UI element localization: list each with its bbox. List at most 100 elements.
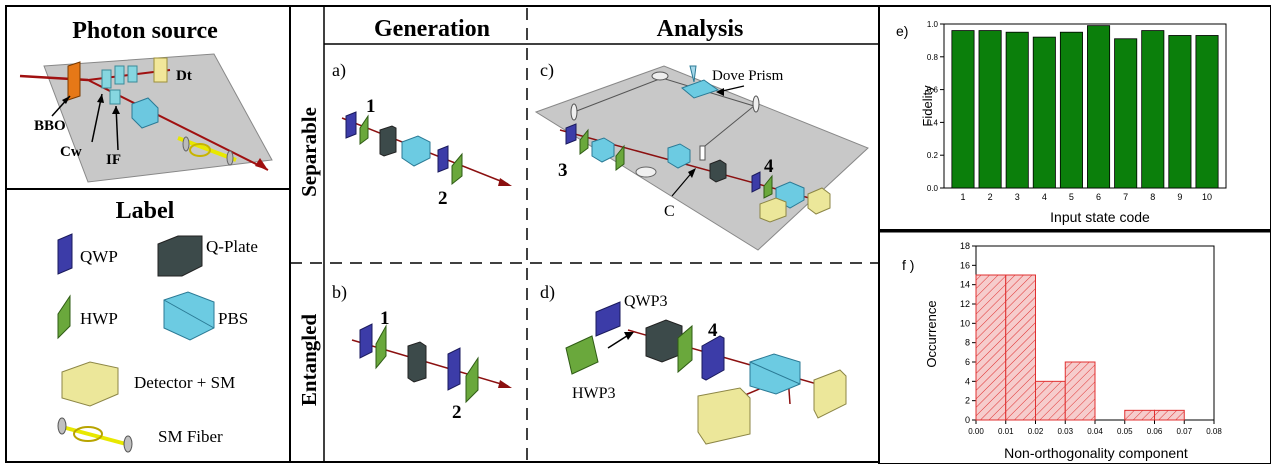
fiber-coupler-icon (182, 136, 190, 152)
chart-e-bar (1087, 25, 1111, 189)
chart-e-bar (1059, 31, 1083, 189)
chart-f-x-tick-label: 0.05 (1117, 427, 1133, 436)
dt-label: Dt (176, 68, 192, 84)
chart-f-x-tick-label: 0.01 (998, 427, 1014, 436)
panel-c-qplate-icon (709, 159, 727, 183)
chart-f-panel-label: f ) (902, 257, 914, 273)
chart-f-x-axis-label: Non-orthogonality component (1004, 445, 1188, 461)
chart-e-x-tick-label: 10 (1202, 192, 1212, 202)
panel-c-marker-4: 4 (764, 156, 774, 177)
chart-f: f ) Occurrence Non-orthogonality compone… (902, 241, 1222, 461)
chart-e-x-tick-label: 3 (1015, 192, 1020, 202)
chart-e-bar (1005, 31, 1029, 189)
cw-plate-icon (101, 69, 112, 89)
chart-f-y-tick-label: 2 (965, 396, 970, 406)
panel-c-lens-icon (635, 166, 657, 178)
panel-d-qwp-icon (701, 335, 725, 381)
chart-f-bar (1124, 409, 1155, 421)
chart-f-x-tick-label: 0.00 (968, 427, 984, 436)
dove-prism-icon (681, 79, 720, 99)
chart-e-x-tick-label: 6 (1096, 192, 1101, 202)
panel-b-qwp-icon (359, 323, 373, 359)
chart-f-y-tick-label: 4 (965, 376, 970, 386)
qplate-legend-label: Q-Plate (206, 237, 258, 256)
panel-c-mirror-3-icon (752, 95, 760, 113)
fiber-legend-coupler-2-icon (123, 435, 133, 453)
panel-d-detector-2-icon (813, 369, 847, 419)
chart-f-y-tick-label: 12 (960, 299, 970, 309)
fiber-legend-coil-icon (73, 426, 103, 442)
panel-b-hwp-icon (375, 324, 387, 370)
chart-f-y-tick-label: 18 (960, 241, 970, 251)
chart-f-y-tick-label: 16 (960, 260, 970, 270)
panel-b-beam (351, 339, 509, 387)
panel-a-marker-2: 2 (438, 188, 448, 209)
panel-a-marker-1: 1 (366, 96, 376, 117)
panel-c-hwp-icon (579, 128, 589, 155)
chart-f-y-tick-label: 6 (965, 357, 970, 367)
chart-e-bar (1114, 38, 1138, 189)
dove-prism-beam-icon (689, 65, 697, 83)
chart-e-x-tick-label: 8 (1150, 192, 1155, 202)
panel-d-hwp-icon (677, 324, 693, 374)
panel-c-hwp2-icon (615, 144, 625, 171)
panel-c-compensator-icon (699, 145, 706, 161)
chart-e-bar (1032, 36, 1056, 189)
bbo-crystal-icon (67, 61, 81, 101)
chart-f-y-axis-label: Occurrence (924, 300, 939, 367)
chart-f-bar (1035, 380, 1066, 421)
chart-e-bar (951, 30, 975, 189)
panel-c-mirror-2-icon (651, 71, 669, 81)
chart-f-x-tick-label: 0.02 (1028, 427, 1044, 436)
qwp-icon (57, 233, 73, 275)
panel-a-qwp-icon (345, 111, 357, 139)
panel-c-hwp3-icon (763, 174, 773, 199)
chart-f-x-tick-label: 0.03 (1057, 427, 1073, 436)
panel-a-tag: a) (332, 60, 346, 81)
panel-c-qwp2-icon (751, 171, 761, 193)
panel-d-pbs-icon (749, 353, 801, 395)
panel-a-qwp2-icon (437, 145, 449, 173)
pbs-icon (163, 291, 215, 341)
panel-c-mirror-1-icon (570, 103, 578, 121)
panel-b-beam-arrow (498, 380, 512, 388)
panel-c-detector-2-icon (807, 187, 831, 215)
fiber-coupler-2-icon (226, 150, 234, 166)
panel-d-hwp3-icon (565, 335, 599, 375)
chart-f-x-tick-label: 0.08 (1206, 427, 1222, 436)
chart-e-bar (1168, 35, 1192, 189)
if-label: IF (106, 152, 121, 168)
dove-prism-pointer-head (716, 88, 724, 96)
cw-plate-2-icon (114, 65, 125, 85)
panel-d-tag: d) (540, 282, 555, 303)
if-pointer-head (112, 106, 120, 114)
chart-e-panel-label: e) (896, 23, 908, 39)
chart-f-y-tick-label: 14 (960, 280, 970, 290)
panel-b-qplate-icon (407, 341, 427, 383)
panel-d-detector-1-icon (697, 387, 751, 445)
fiber-legend-coupler-icon (57, 417, 67, 435)
chart-e-y-tick-label: 0.0 (927, 184, 939, 193)
chart-f-x-tick-label: 0.06 (1147, 427, 1163, 436)
chart-f-bar (1154, 409, 1185, 421)
panel-c-pbs2-icon (667, 143, 691, 169)
chart-f-frame (878, 230, 1271, 464)
chart-e: e) Fidelity Input state code 0.0 0.2 0.4 0.… (896, 20, 1227, 225)
hwp-icon (57, 294, 71, 340)
chart-f-bar (1005, 274, 1036, 421)
cw-label: Cw (60, 144, 82, 160)
panel-b-hwp2-icon (465, 356, 479, 404)
chart-e-y-tick-label: 0.4 (927, 118, 939, 127)
chart-e-x-axis-label: Input state code (1050, 209, 1150, 225)
qwp-legend-label: QWP (80, 247, 118, 266)
chart-e-y-axis-label: Fidelity (920, 85, 935, 127)
panel-b-marker-2: 2 (452, 402, 462, 423)
chart-e-bar (1141, 30, 1165, 189)
panel-d-marker-4: 4 (708, 320, 718, 341)
detector-icon (61, 361, 119, 407)
chart-e-x-tick-label: 9 (1177, 192, 1182, 202)
panel-a-beam-arrow (498, 178, 512, 186)
detector-legend-label: Detector + SM (134, 373, 235, 392)
